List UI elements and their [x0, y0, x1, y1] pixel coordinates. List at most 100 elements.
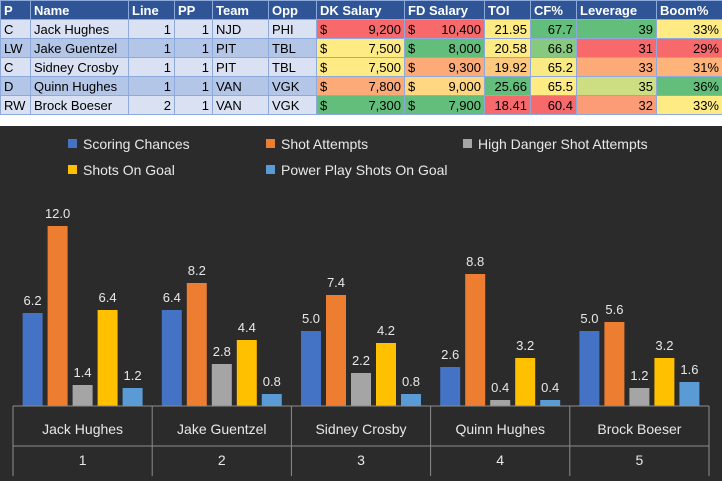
cell-boom[interactable]: 33%	[656, 95, 722, 115]
cell-toi[interactable]: 18.41	[484, 95, 531, 115]
data-label: 6.2	[24, 293, 42, 308]
cell-dk-salary[interactable]: $7,800	[316, 76, 405, 96]
bar	[186, 283, 207, 406]
cell-toi[interactable]: 21.95	[484, 19, 531, 39]
cell-dk-salary[interactable]: $9,200	[316, 19, 405, 39]
cell-team[interactable]: NJD	[212, 19, 269, 39]
data-label: 0.4	[491, 380, 509, 395]
legend-item-shots-on-goal[interactable]: Shots On Goal	[68, 162, 175, 178]
cell-cf[interactable]: 67.7	[530, 19, 577, 39]
table-row: RW Brock Boeser 2 1 VAN VGK $7,300 $7,90…	[0, 95, 722, 115]
table-row: C Jack Hughes 1 1 NJD PHI $9,200 $10,400…	[0, 19, 722, 39]
cell-line[interactable]: 1	[128, 57, 175, 77]
legend-swatch	[463, 139, 472, 148]
cell-line[interactable]: 2	[128, 95, 175, 115]
cell-pos[interactable]: LW	[0, 38, 31, 58]
category-label: Jake Guentzel	[177, 421, 267, 437]
header-fd-salary[interactable]: FD Salary	[404, 0, 485, 20]
cell-opp[interactable]: TBL	[268, 38, 317, 58]
cell-cf[interactable]: 65.5	[530, 76, 577, 96]
cell-opp[interactable]: VGK	[268, 76, 317, 96]
cell-pos[interactable]: C	[0, 19, 31, 39]
cell-fd-salary[interactable]: $7,900	[404, 95, 485, 115]
cell-toi[interactable]: 20.58	[484, 38, 531, 58]
bar	[326, 295, 346, 406]
header-opp[interactable]: Opp	[268, 0, 317, 20]
cell-boom[interactable]: 29%	[656, 38, 722, 58]
legend-item-pp-shots-on-goal[interactable]: Power Play Shots On Goal	[266, 162, 448, 178]
cell-cf[interactable]: 65.2	[530, 57, 577, 77]
legend-item-shot-attempts[interactable]: Shot Attempts	[266, 136, 368, 152]
cell-fd-salary[interactable]: $8,000	[404, 38, 485, 58]
cell-name[interactable]: Brock Boeser	[30, 95, 129, 115]
cell-team[interactable]: PIT	[212, 38, 269, 58]
cell-pos[interactable]: C	[0, 57, 31, 77]
cell-team[interactable]: VAN	[212, 95, 269, 115]
legend-item-high-danger-shot-attempts[interactable]: High Danger Shot Attempts	[463, 136, 648, 152]
header-cf[interactable]: CF%	[530, 0, 577, 20]
cell-pos[interactable]: D	[0, 76, 31, 96]
cell-boom[interactable]: 33%	[656, 19, 722, 39]
header-boom[interactable]: Boom%	[656, 0, 722, 20]
header-dk-salary[interactable]: DK Salary	[316, 0, 405, 20]
cell-team[interactable]: VAN	[212, 76, 269, 96]
cell-dk-salary[interactable]: $7,500	[316, 38, 405, 58]
cell-cf[interactable]: 66.8	[530, 38, 577, 58]
cell-line[interactable]: 1	[128, 76, 175, 96]
cell-pos[interactable]: RW	[0, 95, 31, 115]
cell-opp[interactable]: TBL	[268, 57, 317, 77]
cell-pp[interactable]: 1	[174, 19, 213, 39]
bar	[236, 340, 257, 406]
cell-boom[interactable]: 36%	[656, 76, 722, 96]
cell-pp[interactable]: 1	[174, 95, 213, 115]
data-label: 5.0	[302, 311, 320, 326]
cell-name[interactable]: Quinn Hughes	[30, 76, 129, 96]
currency-symbol: $	[320, 40, 328, 56]
cell-pp[interactable]: 1	[174, 76, 213, 96]
cell-fd-salary[interactable]: $9,300	[404, 57, 485, 77]
data-label: 5.0	[580, 311, 598, 326]
cell-opp[interactable]: VGK	[268, 95, 317, 115]
cell-fd-salary[interactable]: $10,400	[404, 19, 485, 39]
bar	[654, 358, 675, 406]
cell-leverage[interactable]: 32	[576, 95, 657, 115]
header-line[interactable]: Line	[128, 0, 175, 20]
dk-salary-value: 7,800	[368, 78, 401, 94]
cell-team[interactable]: PIT	[212, 57, 269, 77]
cell-leverage[interactable]: 31	[576, 38, 657, 58]
data-label: 1.2	[630, 368, 648, 383]
bar	[515, 358, 536, 406]
cell-leverage[interactable]: 35	[576, 76, 657, 96]
cell-name[interactable]: Jack Hughes	[30, 19, 129, 39]
header-leverage[interactable]: Leverage	[576, 0, 657, 20]
cell-fd-salary[interactable]: $9,000	[404, 76, 485, 96]
bar	[490, 400, 511, 406]
category-line-label: 4	[496, 452, 504, 468]
cell-dk-salary[interactable]: $7,500	[316, 57, 405, 77]
cell-toi[interactable]: 19.92	[484, 57, 531, 77]
data-label: 6.4	[163, 290, 181, 305]
cell-boom[interactable]: 31%	[656, 57, 722, 77]
cell-leverage[interactable]: 39	[576, 19, 657, 39]
cell-line[interactable]: 1	[128, 38, 175, 58]
currency-symbol: $	[320, 78, 328, 94]
header-pp[interactable]: PP	[174, 0, 213, 20]
cell-name[interactable]: Jake Guentzel	[30, 38, 129, 58]
cell-cf[interactable]: 60.4	[530, 95, 577, 115]
cell-pp[interactable]: 1	[174, 38, 213, 58]
header-name[interactable]: Name	[30, 0, 129, 20]
header-team[interactable]: Team	[212, 0, 269, 20]
header-pos[interactable]: P	[0, 0, 31, 20]
cell-toi[interactable]: 25.66	[484, 76, 531, 96]
legend-item-scoring-chances[interactable]: Scoring Chances	[68, 136, 190, 152]
table-row: LW Jake Guentzel 1 1 PIT TBL $7,500 $8,0…	[0, 38, 722, 58]
cell-opp[interactable]: PHI	[268, 19, 317, 39]
legend-label: Scoring Chances	[83, 136, 190, 152]
legend-label: Shot Attempts	[281, 136, 369, 152]
header-toi[interactable]: TOI	[484, 0, 531, 20]
cell-pp[interactable]: 1	[174, 57, 213, 77]
cell-dk-salary[interactable]: $7,300	[316, 95, 405, 115]
cell-line[interactable]: 1	[128, 19, 175, 39]
cell-leverage[interactable]: 33	[576, 57, 657, 77]
cell-name[interactable]: Sidney Crosby	[30, 57, 129, 77]
